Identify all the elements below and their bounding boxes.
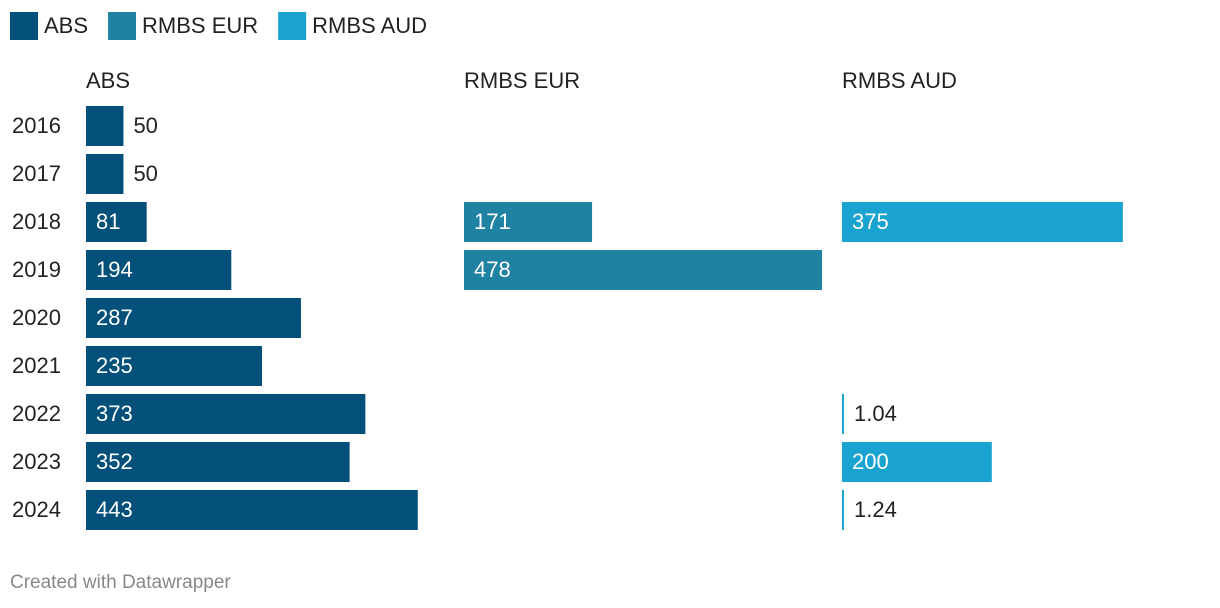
y-tick-label: 2017 (12, 161, 61, 186)
value-label: 81 (96, 209, 120, 234)
bar (86, 490, 418, 530)
y-tick-label: 2020 (12, 305, 61, 330)
bar (464, 202, 593, 242)
bar (842, 202, 1123, 242)
bar (842, 394, 844, 434)
value-label: 50 (133, 113, 157, 138)
value-label: 171 (474, 209, 511, 234)
value-label: 287 (96, 305, 133, 330)
bar (86, 442, 350, 482)
bar (86, 250, 232, 290)
bar (86, 298, 301, 338)
value-label: 1.04 (854, 401, 897, 426)
legend-label: RMBS AUD (312, 13, 427, 38)
value-label: 352 (96, 449, 133, 474)
bar (842, 490, 844, 530)
value-label: 235 (96, 353, 133, 378)
y-tick-label: 2023 (12, 449, 61, 474)
y-tick-label: 2024 (12, 497, 61, 522)
legend-label: ABS (44, 13, 88, 38)
credit: Created with Datawrapper (10, 572, 231, 593)
y-tick-label: 2019 (12, 257, 61, 282)
value-label: 478 (474, 257, 511, 282)
legend-swatch (278, 12, 307, 40)
value-label: 50 (133, 161, 157, 186)
bar (86, 346, 263, 386)
bar (86, 202, 147, 242)
bar (842, 442, 992, 482)
bar (86, 106, 124, 146)
legend-swatch (10, 12, 38, 40)
column-header: RMBS AUD (842, 68, 957, 93)
legend-label: RMBS EUR (142, 13, 258, 38)
value-label: 1.24 (854, 497, 897, 522)
bar (86, 394, 366, 434)
column-header: RMBS EUR (464, 68, 580, 93)
y-tick-label: 2021 (12, 353, 61, 378)
y-tick-label: 2018 (12, 209, 61, 234)
bar (464, 250, 822, 290)
y-tick-label: 2022 (12, 401, 61, 426)
value-label: 373 (96, 401, 133, 426)
value-label: 443 (96, 497, 133, 522)
value-label: 375 (852, 209, 889, 234)
value-label: 200 (852, 449, 889, 474)
bar (86, 154, 124, 194)
column-header: ABS (86, 68, 130, 93)
legend-swatch (108, 12, 137, 40)
y-tick-label: 2016 (12, 113, 61, 138)
value-label: 194 (96, 257, 133, 282)
